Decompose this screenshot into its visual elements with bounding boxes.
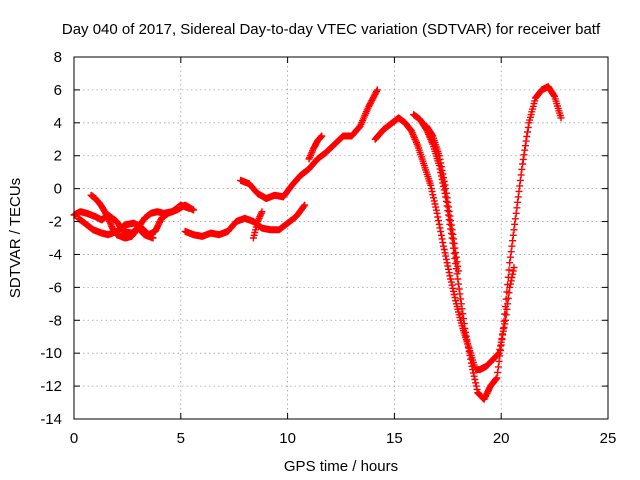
data-series xyxy=(305,132,326,163)
data-series xyxy=(237,86,381,202)
data-points xyxy=(305,132,326,163)
y-axis-label: SDTVAR / TECUs xyxy=(7,178,24,298)
data-series xyxy=(422,122,462,275)
y-tick-label: -14 xyxy=(40,411,62,428)
data-points xyxy=(87,191,193,242)
tick-layer: 0 5 10 15 20 25 -14 -12 -10 -8 -6 -4 -2 0 2 4 6 8 xyxy=(40,49,616,447)
y-tick-label: 4 xyxy=(54,115,62,132)
x-tick-label: 15 xyxy=(386,430,403,447)
chart-title: Day 040 of 2017, Sidereal Day-to-day VTE… xyxy=(62,21,601,38)
y-tick-label: -8 xyxy=(49,312,62,329)
y-tick-label: 2 xyxy=(54,148,62,165)
data-points xyxy=(410,83,565,403)
y-tick-label: -12 xyxy=(40,378,62,395)
x-tick-label: 25 xyxy=(600,430,617,447)
y-tick-label: -4 xyxy=(49,246,62,263)
data-series xyxy=(410,83,565,403)
data-series xyxy=(87,191,193,242)
data-series xyxy=(249,208,266,242)
x-axis-label: GPS time / hours xyxy=(284,458,398,475)
data-points xyxy=(249,208,266,242)
data-series xyxy=(181,201,309,240)
data-points xyxy=(181,201,309,240)
data-points xyxy=(422,122,462,275)
x-tick-label: 20 xyxy=(493,430,510,447)
y-tick-label: -6 xyxy=(49,279,62,296)
data-points xyxy=(237,86,381,202)
x-tick-label: 0 xyxy=(70,430,78,447)
y-tick-label: 8 xyxy=(54,49,62,66)
x-tick-label: 10 xyxy=(279,430,296,447)
grid-layer xyxy=(74,57,608,419)
plot-border xyxy=(73,56,609,420)
y-tick-label: -10 xyxy=(40,345,62,362)
y-tick-label: 6 xyxy=(54,82,62,99)
y-tick-label: 0 xyxy=(54,181,62,198)
x-tick-label: 5 xyxy=(177,430,185,447)
y-tick-label: -2 xyxy=(49,214,62,231)
data-layer xyxy=(70,83,565,403)
